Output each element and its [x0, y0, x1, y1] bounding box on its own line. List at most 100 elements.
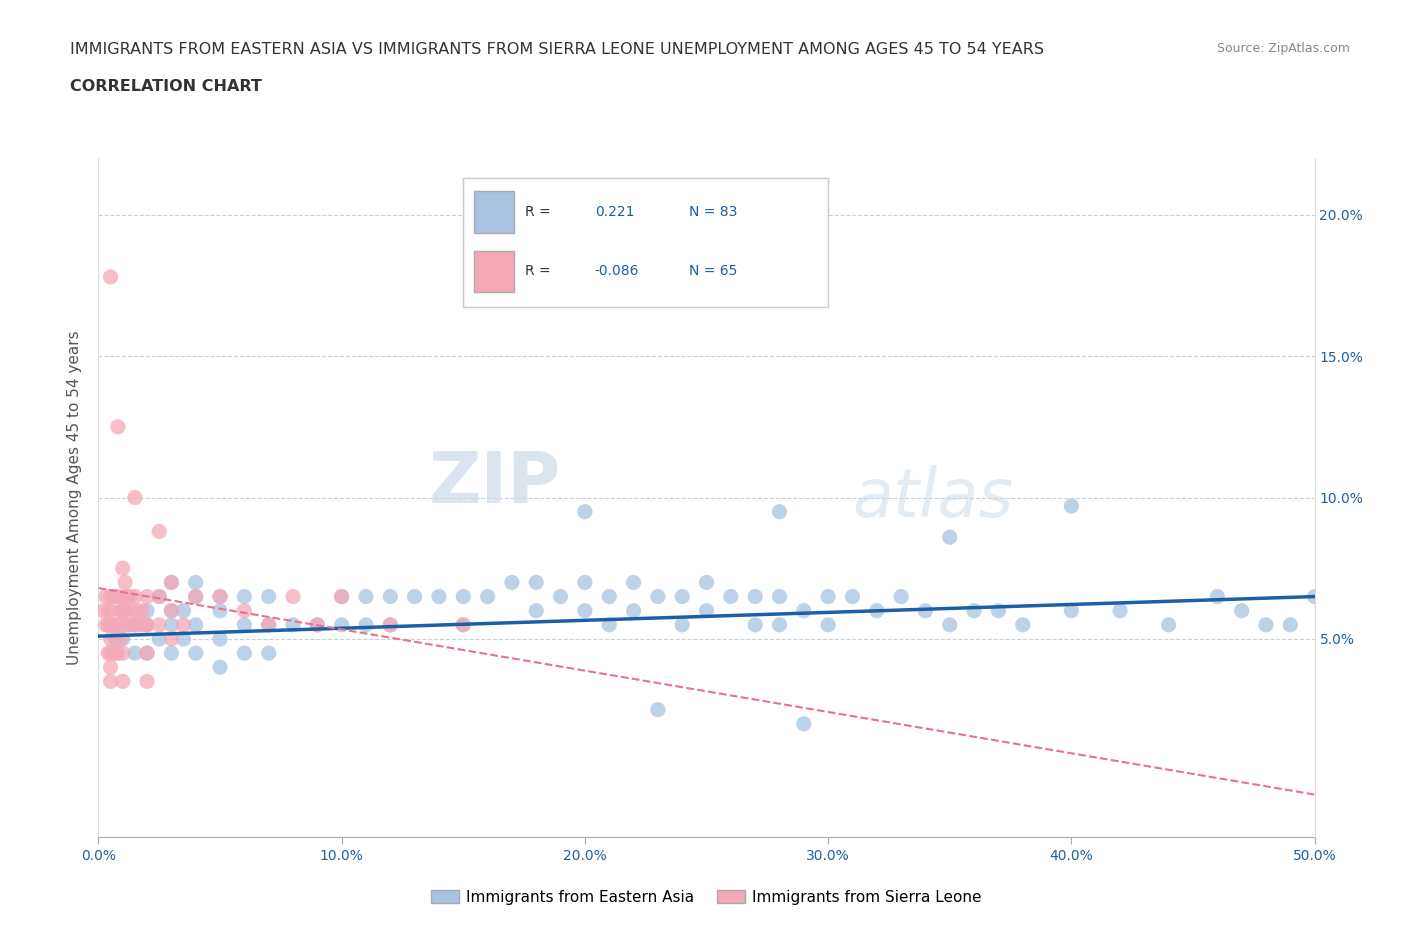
Point: [330, 589, 353, 604]
Point: [173, 631, 195, 646]
Point: [136, 618, 159, 632]
Point: [524, 575, 547, 590]
Point: [111, 631, 134, 646]
Point: [987, 604, 1010, 618]
Point: [1303, 589, 1326, 604]
Point: [768, 589, 790, 604]
Point: [477, 589, 499, 604]
Point: [696, 575, 718, 590]
Point: [111, 674, 134, 689]
Point: [124, 618, 146, 632]
Point: [793, 604, 815, 618]
Point: [281, 618, 304, 632]
Point: [110, 631, 132, 646]
Point: [117, 618, 139, 632]
Point: [136, 589, 159, 604]
Point: [94, 589, 117, 604]
Point: [114, 604, 136, 618]
Point: [257, 589, 280, 604]
Point: [111, 604, 134, 618]
Point: [233, 618, 256, 632]
Point: [574, 575, 596, 590]
Point: [793, 716, 815, 731]
Point: [380, 589, 402, 604]
Point: [121, 604, 143, 618]
Point: [209, 604, 232, 618]
Point: [647, 702, 669, 717]
Point: [111, 645, 134, 660]
Point: [623, 604, 645, 618]
Point: [136, 645, 159, 660]
Point: [574, 504, 596, 519]
Point: [124, 490, 146, 505]
Point: [160, 618, 183, 632]
Text: atlas: atlas: [852, 465, 1014, 530]
Point: [160, 604, 183, 618]
Point: [148, 631, 170, 646]
Point: [128, 618, 150, 632]
Point: [100, 618, 122, 632]
Point: [817, 618, 839, 632]
Point: [914, 604, 936, 618]
Point: [148, 589, 170, 604]
Point: [817, 589, 839, 604]
Text: IMMIGRANTS FROM EASTERN ASIA VS IMMIGRANTS FROM SIERRA LEONE UNEMPLOYMENT AMONG : IMMIGRANTS FROM EASTERN ASIA VS IMMIGRAN…: [70, 42, 1045, 57]
Point: [233, 604, 256, 618]
Point: [1109, 604, 1132, 618]
Point: [124, 589, 146, 604]
Point: [671, 589, 693, 604]
Point: [131, 604, 153, 618]
Point: [136, 604, 159, 618]
Point: [380, 618, 402, 632]
Point: [136, 645, 159, 660]
Text: CORRELATION CHART: CORRELATION CHART: [70, 79, 262, 94]
Point: [91, 604, 114, 618]
Point: [330, 618, 353, 632]
Point: [257, 618, 280, 632]
Point: [97, 604, 120, 618]
Point: [134, 618, 156, 632]
Legend: Immigrants from Eastern Asia, Immigrants from Sierra Leone: Immigrants from Eastern Asia, Immigrants…: [425, 884, 988, 910]
Point: [841, 589, 863, 604]
Point: [104, 618, 127, 632]
Point: [744, 589, 766, 604]
Point: [768, 618, 790, 632]
Point: [114, 575, 136, 590]
Point: [427, 589, 450, 604]
Point: [307, 618, 329, 632]
Point: [866, 604, 889, 618]
Point: [160, 575, 183, 590]
Point: [100, 618, 122, 632]
Point: [107, 618, 129, 632]
Y-axis label: Unemployment Among Ages 45 to 54 years: Unemployment Among Ages 45 to 54 years: [67, 330, 83, 665]
Point: [94, 618, 117, 632]
Point: [124, 645, 146, 660]
Point: [233, 645, 256, 660]
Point: [100, 645, 122, 660]
Point: [118, 618, 141, 632]
Point: [100, 660, 122, 675]
Point: [890, 589, 912, 604]
Point: [744, 618, 766, 632]
Point: [107, 419, 129, 434]
Text: Source: ZipAtlas.com: Source: ZipAtlas.com: [1216, 42, 1350, 55]
Point: [453, 618, 475, 632]
Point: [107, 589, 129, 604]
Point: [209, 631, 232, 646]
Point: [233, 589, 256, 604]
Point: [453, 618, 475, 632]
Point: [136, 674, 159, 689]
Point: [148, 618, 170, 632]
Point: [101, 645, 124, 660]
Point: [1279, 618, 1302, 632]
Point: [111, 604, 134, 618]
Point: [101, 589, 124, 604]
Point: [696, 604, 718, 618]
Point: [160, 645, 183, 660]
Point: [148, 525, 170, 539]
Point: [380, 618, 402, 632]
Point: [110, 604, 132, 618]
Point: [1230, 604, 1253, 618]
Point: [1060, 498, 1083, 513]
Point: [501, 575, 523, 590]
